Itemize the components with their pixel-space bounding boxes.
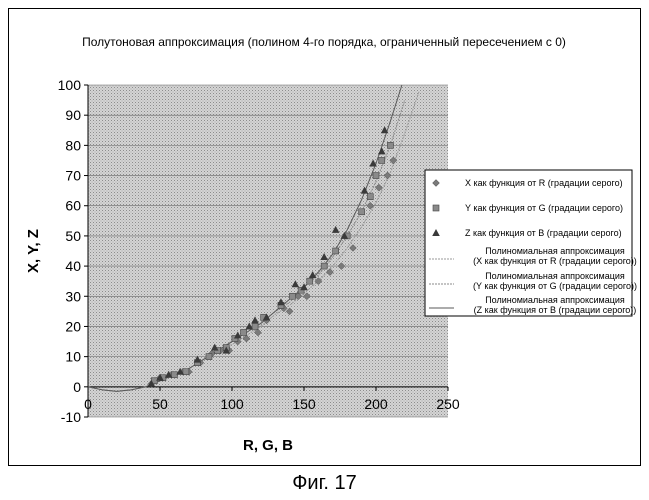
data-point-y	[252, 323, 258, 329]
data-point-y	[171, 372, 177, 378]
legend-label-y: Y как функция от G (градации серого)	[465, 203, 623, 213]
data-point-y	[333, 248, 339, 254]
legend-trend-label-z: Полиномиальная аппроксимация(Z как функц…	[474, 295, 637, 315]
x-tick-label: 250	[436, 396, 460, 412]
y-tick-label: 70	[65, 168, 81, 184]
data-point-y	[241, 329, 247, 335]
data-point-y	[379, 157, 385, 163]
y-axis-label: X, Y, Z	[25, 229, 42, 273]
data-point-y	[321, 263, 327, 269]
data-point-y	[289, 293, 295, 299]
data-point-y	[387, 142, 393, 148]
legend-label-z: Z как функция от B (градации серого)	[465, 228, 622, 238]
figure-caption: Фиг. 17	[0, 472, 649, 495]
data-point-y	[183, 369, 189, 375]
chart: Полутоновая аппроксимация (полином 4-го …	[0, 0, 649, 470]
y-tick-label: 50	[65, 228, 81, 244]
chart-title: Полутоновая аппроксимация (полином 4-го …	[82, 35, 566, 49]
y-tick-label: 0	[73, 379, 81, 395]
data-point-y	[359, 209, 365, 215]
legend: X как функция от R (градации серого) Y ка…	[425, 170, 637, 316]
y-tick-label: 30	[65, 288, 81, 304]
data-point-y	[367, 194, 373, 200]
y-tick-label: 60	[65, 198, 81, 214]
x-tick-label: 50	[152, 396, 168, 412]
x-tick-label: 200	[364, 396, 388, 412]
y-tick-label: 90	[65, 107, 81, 123]
legend-trend-label-y: Полиномиальная аппроксимация(Y как функц…	[473, 271, 637, 291]
y-tick-label: 40	[65, 258, 81, 274]
y-tick-label: 100	[58, 77, 82, 93]
x-tick-label: 150	[292, 396, 316, 412]
legend-marker-y	[433, 205, 439, 211]
data-point-y	[373, 173, 379, 179]
data-point-y	[307, 278, 313, 284]
x-axis-label: R, G, B	[243, 437, 293, 454]
y-tick-label: 20	[65, 318, 81, 334]
y-tick-label: 10	[65, 349, 81, 365]
legend-label-x: X как функция от R (градации серого)	[465, 178, 623, 188]
data-point-y	[206, 354, 212, 360]
y-tick-label: 80	[65, 137, 81, 153]
legend-trend-label-x: Полиномиальная аппроксимация(X как функц…	[473, 246, 637, 266]
x-tick-label: 100	[220, 396, 244, 412]
x-tick-label: 0	[84, 396, 92, 412]
y-tick-label: -10	[61, 409, 81, 425]
